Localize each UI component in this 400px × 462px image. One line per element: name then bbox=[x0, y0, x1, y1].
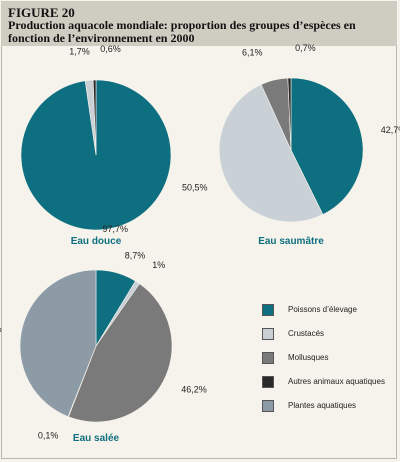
pie-1-label-poissons: 42,7% bbox=[381, 125, 400, 135]
pie-0-label-poissons: 97,7% bbox=[103, 224, 129, 234]
figure-title: Production aquacole mondiale: proportion… bbox=[8, 18, 356, 45]
legend-label-mollusques: Mollusques bbox=[288, 353, 329, 362]
pie-2-label-poissons: 8,7% bbox=[125, 250, 146, 260]
figure-header: FIGURE 20 Production aquacole mondiale: … bbox=[1, 1, 397, 46]
pie-2-label-mollusques: 46,2% bbox=[181, 384, 207, 394]
legend-label-autres: Autres animaux aquatiques bbox=[288, 377, 385, 386]
pie-2-title: Eau salée bbox=[73, 433, 120, 444]
pie-1-label-mollusques: 6,1% bbox=[242, 47, 263, 57]
pie-1-slice-autres bbox=[287, 77, 292, 151]
legend-swatch-crustaces bbox=[262, 328, 274, 340]
legend-label-crustaces: Crustacés bbox=[288, 329, 325, 338]
pie-2-slice-plantes bbox=[19, 269, 97, 418]
pie-1-slice-poissons bbox=[290, 77, 364, 215]
pie-0-title: Eau douce bbox=[71, 236, 122, 247]
legend-label-plantes: Plantes aquatiques bbox=[288, 401, 357, 410]
figure-label: FIGURE 20 bbox=[8, 5, 75, 20]
legend-swatch-poissons bbox=[262, 304, 274, 316]
pie-2-label-plantes: 44% bbox=[0, 324, 2, 334]
pie-2-label-autres: 0,1% bbox=[38, 431, 59, 441]
pie-1-title: Eau saumâtre bbox=[258, 236, 324, 247]
pie-1-label-autres: 0,7% bbox=[295, 43, 316, 53]
pie-1-label-crustaces: 50,5% bbox=[182, 183, 208, 193]
legend-swatch-autres bbox=[262, 376, 274, 388]
legend-label-poissons: Poissons d’élevage bbox=[288, 305, 357, 314]
legend-swatch-plantes bbox=[262, 400, 274, 412]
legend-swatch-mollusques bbox=[262, 352, 274, 364]
pie-1-slice-crustaces bbox=[218, 84, 324, 223]
pie-2-slice-mollusques bbox=[68, 283, 173, 423]
pie-0-label-autres: 0,6% bbox=[100, 44, 121, 54]
pie-2-label-crustaces: 1% bbox=[152, 260, 165, 270]
pie-0-label-crustaces: 1,7% bbox=[69, 46, 90, 56]
pie-0-slice-autres bbox=[92, 79, 97, 156]
